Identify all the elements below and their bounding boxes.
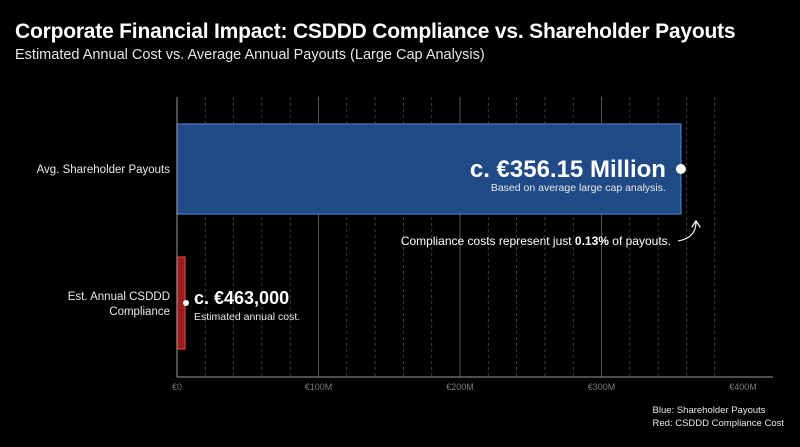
compliance-note-label: Estimated annual cost. bbox=[194, 311, 300, 323]
compliance-endpoint-dot bbox=[183, 300, 189, 306]
legend-item-compliance: Red: CSDDD Compliance Cost bbox=[652, 418, 784, 429]
chart-title: Corporate Financial Impact: CSDDD Compli… bbox=[15, 20, 736, 43]
ratio-arrow bbox=[677, 222, 696, 242]
x-tick-label: €100M bbox=[305, 382, 333, 392]
category-label-compliance: Est. Annual CSDDD Compliance bbox=[68, 291, 170, 318]
chart-legend: Blue: Shareholder Payouts Red: CSDDD Com… bbox=[653, 404, 784, 430]
payouts-value-label: c. €356.15 Million bbox=[470, 156, 666, 183]
legend-item-payouts: Blue: Shareholder Payouts bbox=[652, 405, 766, 416]
compliance-value-label: c. €463,000 bbox=[194, 288, 289, 308]
ratio-annotation: Compliance costs represent just 0.13% of… bbox=[401, 234, 671, 248]
payouts-note-label: Based on average large cap analysis. bbox=[491, 182, 666, 194]
x-tick-label: €300M bbox=[588, 382, 616, 392]
category-label-payouts: Avg. Shareholder Payouts bbox=[37, 164, 171, 176]
payouts-endpoint-dot bbox=[675, 164, 686, 174]
x-tick-label: €0 bbox=[172, 382, 182, 392]
bar-shareholder-payouts bbox=[176, 123, 682, 215]
chart-subtitle: Estimated Annual Cost vs. Average Annual… bbox=[15, 47, 485, 63]
x-tick-label: €200M bbox=[446, 382, 474, 392]
x-tick-label: €400M bbox=[729, 382, 757, 392]
